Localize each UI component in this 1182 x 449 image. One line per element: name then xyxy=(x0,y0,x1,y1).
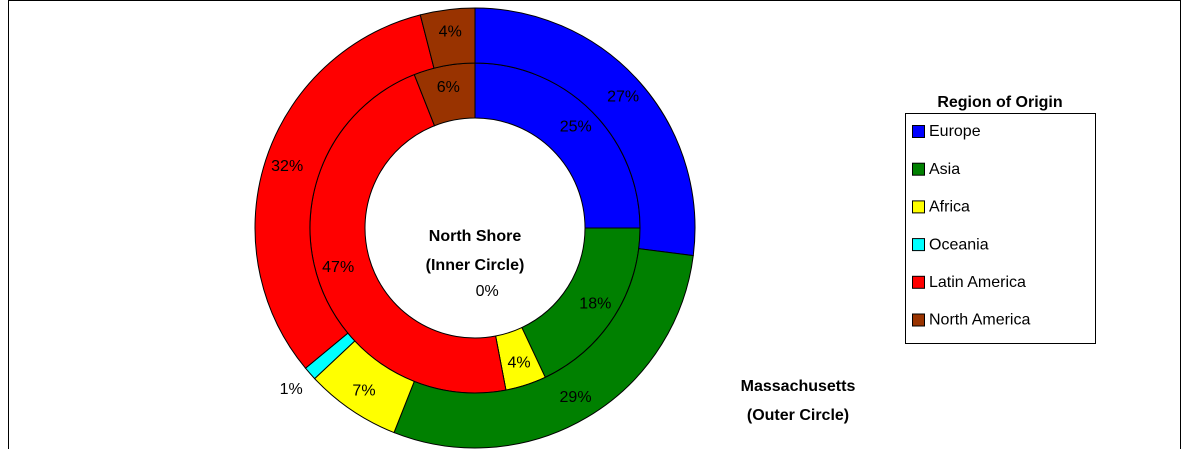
legend-label: North America xyxy=(929,312,1030,329)
legend-swatch xyxy=(912,200,925,214)
data-label: 4% xyxy=(439,23,462,40)
outer-sublabel: (Outer Circle) xyxy=(747,407,849,424)
data-label: 0% xyxy=(476,283,499,300)
legend-swatch xyxy=(912,313,925,327)
data-label: 29% xyxy=(560,389,592,406)
legend-label: Africa xyxy=(929,199,970,216)
data-label: 32% xyxy=(271,158,303,175)
donut-slice xyxy=(419,7,476,69)
data-label: 27% xyxy=(607,89,639,106)
legend-swatch xyxy=(912,162,925,176)
inner-sublabel: (Inner Circle) xyxy=(426,257,525,274)
data-label: 18% xyxy=(579,296,611,313)
data-label: 4% xyxy=(507,355,530,372)
data-label: 1% xyxy=(280,381,303,398)
legend-title: Region of Origin xyxy=(937,94,1062,111)
legend-label: Asia xyxy=(929,161,960,178)
inner-label: North Shore xyxy=(429,228,522,245)
data-label: 7% xyxy=(352,383,375,400)
data-label: 25% xyxy=(560,118,592,135)
legend-label: Latin America xyxy=(929,274,1026,291)
legend-swatch xyxy=(912,275,925,289)
legend-swatch xyxy=(912,238,925,252)
plot-frame xyxy=(8,0,1181,449)
data-label: 6% xyxy=(437,79,460,96)
outer-label: Massachusetts xyxy=(741,378,856,395)
legend-label: Oceania xyxy=(929,236,989,253)
legend-box xyxy=(905,113,1096,344)
data-label: 47% xyxy=(322,259,354,276)
legend-label: Europe xyxy=(929,123,981,140)
donut-slice xyxy=(254,14,435,369)
legend-swatch xyxy=(912,125,925,138)
